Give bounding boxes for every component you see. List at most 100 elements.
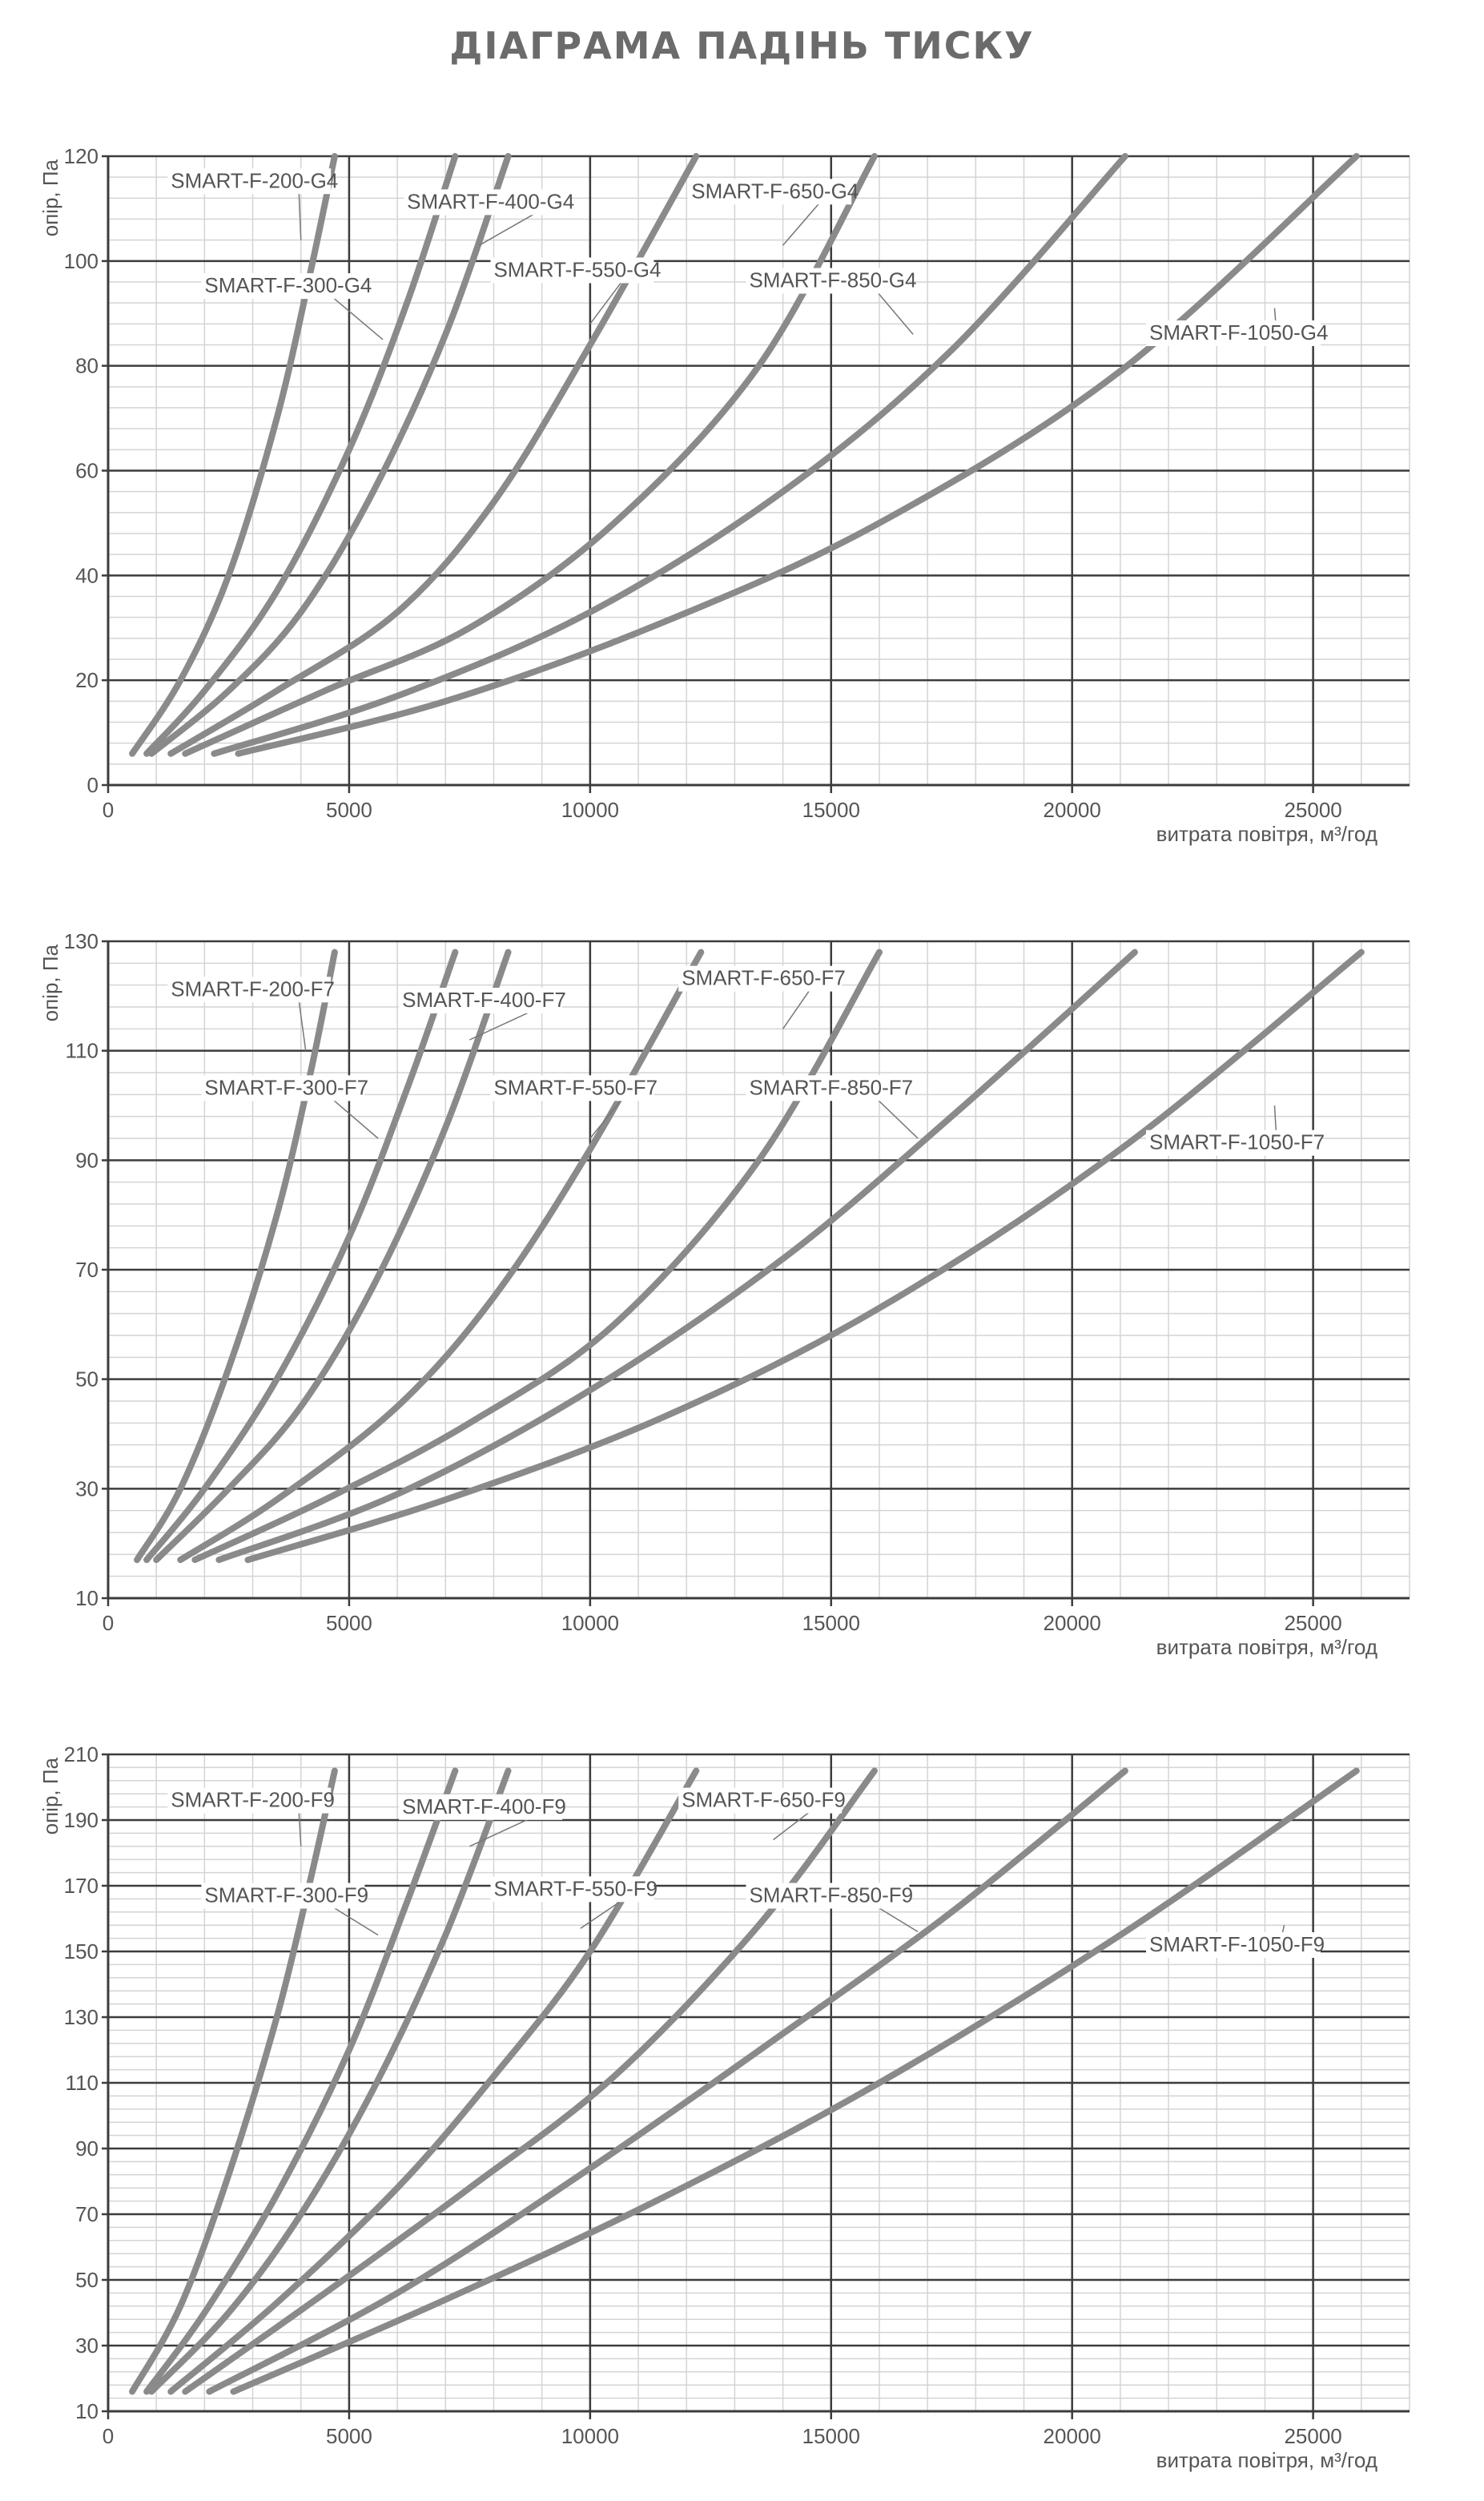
series-label-bg [201,1883,365,1909]
series-label-bg [678,965,843,992]
series-line [143,153,459,757]
series-line [182,1767,878,2395]
series-label-bg [490,1075,654,1101]
series-line [134,948,338,1564]
series-label: SMART-F-1050-F7 [1149,1130,1325,1154]
y-axis-label: опір, Па [38,159,62,236]
x-tick-label: 15000 [802,798,860,822]
y-tick-label: 110 [66,1039,99,1063]
series-label: SMART-F-650-G4 [691,179,859,203]
series-label: SMART-F-650-F9 [682,1788,846,1812]
series-label-bg [167,977,332,1003]
series-line [235,153,1360,757]
y-tick-label: 100 [64,249,99,273]
series-line [153,948,512,1564]
x-tick-label: 15000 [802,1611,860,1635]
series-line [143,1767,459,2395]
series-label-bg [167,1787,332,1814]
x-axis-label: витрата повітря, м³/год [1156,1635,1377,1659]
series-label: SMART-F-850-F9 [749,1883,913,1907]
leader-line [469,1011,531,1041]
x-tick-label: 5000 [326,798,372,822]
x-tick-label: 5000 [326,2424,372,2448]
x-tick-label: 10000 [561,798,619,822]
y-tick-label: 210 [64,1742,99,1766]
y-tick-label: 30 [75,1476,99,1500]
series-label: SMART-F-850-G4 [749,268,916,292]
x-tick-label: 15000 [802,2424,860,2448]
series-label-bg [201,1075,365,1101]
leader-line [782,202,820,246]
leader-line [876,292,914,335]
series-label-bg [490,257,654,284]
x-tick-label: 20000 [1044,798,1101,822]
y-tick-label: 120 [64,144,99,168]
x-tick-label: 25000 [1284,2424,1341,2448]
leader-line [469,1818,531,1847]
series-label: SMART-F-400-F9 [402,1794,566,1818]
series-line [148,153,512,757]
leader-line [773,1811,810,1841]
series-line [244,948,1365,1564]
series-label-bg [1146,1932,1321,1958]
series-line [215,948,1138,1564]
y-tick-label: 70 [75,1258,99,1282]
series-line [129,153,338,757]
x-tick-label: 20000 [1044,1611,1101,1635]
series-label-bg [490,1876,654,1903]
series-label: SMART-F-200-F9 [171,1788,335,1812]
y-tick-label: 130 [64,2005,99,2029]
y-tick-label: 10 [75,2399,99,2423]
series-line [167,153,700,757]
series-label: SMART-F-300-G4 [204,273,372,297]
series-label: SMART-F-400-F7 [402,988,566,1012]
series-line [206,1767,1128,2395]
series-line [177,948,705,1564]
x-tick-label: 25000 [1284,798,1341,822]
series-label-bg [1146,320,1321,346]
series-label: SMART-F-550-F9 [493,1876,658,1900]
series-label: SMART-F-1050-G4 [1149,320,1328,344]
leader-line [589,1098,623,1139]
y-tick-label: 170 [64,1874,99,1898]
x-tick-label: 0 [103,1611,114,1635]
series-label: SMART-F-550-G4 [493,257,661,281]
series-line [230,1767,1360,2395]
series-label-bg [678,1787,843,1814]
y-tick-label: 150 [64,1939,99,1963]
x-tick-label: 10000 [561,1611,619,1635]
series-line [211,153,1128,757]
leader-line [332,1906,379,1936]
leader-line [589,281,623,324]
y-tick-label: 0 [87,773,99,797]
leader-line [332,296,384,340]
x-tick-label: 10000 [561,2424,619,2448]
y-tick-label: 50 [75,2268,99,2292]
series-label-bg [746,1883,910,1909]
series-label: SMART-F-400-G4 [407,189,574,213]
series-label-bg [201,273,365,300]
series-label: SMART-F-300-F7 [204,1075,368,1099]
leader-line [580,1899,622,1929]
series-label: SMART-F-650-F7 [682,966,846,990]
series-label: SMART-F-200-F7 [171,977,335,1001]
major-grid [102,155,1410,793]
y-axis-label: опір, Па [38,1757,62,1834]
y-tick-label: 110 [66,2071,99,2095]
leader-line [876,1098,919,1139]
y-tick-label: 20 [75,668,99,692]
x-tick-label: 0 [103,798,114,822]
pressure-chart-f9: 0 5000 10000 15000 20000 25000 10 30 50 70 90 110 13… [38,1742,1410,2472]
series-line [182,153,878,757]
y-tick-label: 80 [75,354,99,378]
y-tick-label: 90 [75,1148,99,1172]
leader-line [298,1001,307,1051]
x-axis-label: витрата повітря, м³/год [1156,2448,1377,2472]
y-tick-label: 70 [75,2202,99,2226]
y-tick-label: 40 [75,563,99,587]
series-label-bg [404,189,568,215]
series-label-bg [399,988,563,1013]
y-axis-label: опір, Па [38,944,62,1021]
y-tick-label: 10 [75,1586,99,1610]
x-tick-label: 0 [103,2424,114,2448]
